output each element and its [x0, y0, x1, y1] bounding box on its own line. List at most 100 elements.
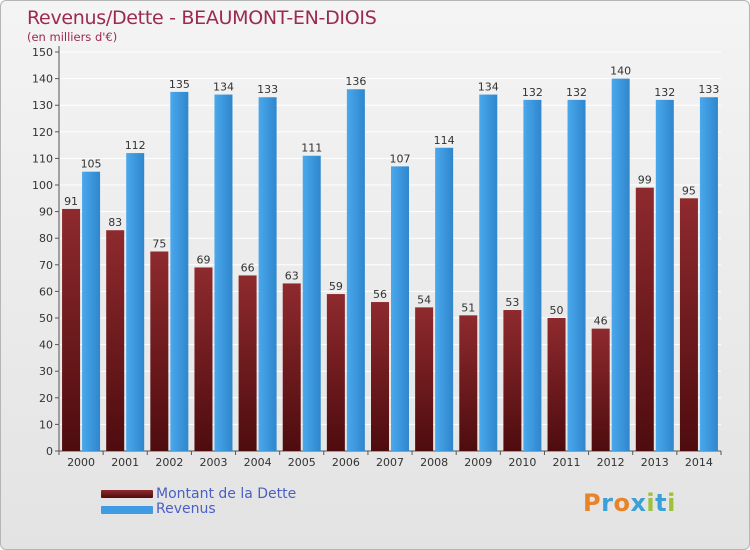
bar-revenus	[479, 94, 498, 451]
y-tick-label: 110	[32, 152, 53, 165]
x-tick-label: 2007	[376, 456, 404, 469]
bar-dette	[635, 187, 654, 451]
data-label: 56	[373, 288, 387, 301]
data-label: 46	[594, 315, 608, 328]
x-tick-label: 2003	[199, 456, 227, 469]
y-tick-label: 130	[32, 99, 53, 112]
bar-revenus	[126, 153, 145, 451]
bar-dette	[282, 283, 301, 451]
y-tick-label: 60	[39, 285, 53, 298]
data-label: 83	[108, 216, 122, 229]
bar-dette	[62, 208, 81, 451]
data-label: 133	[257, 83, 278, 96]
gridlines	[59, 51, 721, 452]
bar-dette	[679, 198, 698, 451]
data-label: 140	[610, 65, 631, 78]
data-label: 112	[125, 139, 146, 152]
legend-swatch-debt	[101, 490, 153, 498]
x-tick-label: 2013	[641, 456, 669, 469]
bar-dette	[415, 307, 434, 451]
data-label: 59	[329, 280, 343, 293]
bar-revenus	[699, 97, 718, 451]
proxiti-logo: Proxiti	[583, 489, 676, 517]
data-label: 133	[698, 83, 719, 96]
data-label: 91	[64, 195, 78, 208]
y-tick-label: 30	[39, 365, 53, 378]
y-tick-label: 150	[32, 46, 53, 59]
x-tick-label: 2006	[332, 456, 360, 469]
bar-dette	[459, 315, 478, 451]
bars	[62, 78, 718, 452]
x-tick-label: 2011	[553, 456, 581, 469]
bar-revenus	[302, 155, 321, 452]
data-label: 107	[390, 152, 411, 165]
y-tick-label: 100	[32, 179, 53, 192]
bar-revenus	[435, 147, 454, 451]
x-tick-label: 2001	[111, 456, 139, 469]
logo-letter: r	[601, 489, 614, 517]
y-tick-label: 140	[32, 73, 53, 86]
bar-revenus	[655, 99, 674, 451]
bar-revenus	[567, 99, 586, 451]
bar-dette	[194, 267, 213, 451]
legend-label-revenus: Revenus	[156, 501, 216, 517]
data-label: 111	[301, 142, 322, 155]
bar-dette	[326, 294, 345, 451]
x-tick-label: 2012	[597, 456, 625, 469]
data-label: 105	[81, 158, 102, 171]
x-tick-label: 2000	[67, 456, 95, 469]
data-label: 99	[638, 174, 652, 187]
x-tick-label: 2008	[420, 456, 448, 469]
legend-label-debt: Montant de la Dette	[156, 486, 297, 502]
data-label: 135	[169, 78, 190, 91]
y-tick-label: 50	[39, 312, 53, 325]
logo-letter: P	[583, 489, 602, 517]
x-tick-label: 2009	[464, 456, 492, 469]
data-label: 95	[682, 184, 696, 197]
x-tick-label: 2014	[685, 456, 713, 469]
data-label: 66	[241, 261, 255, 274]
y-tick-label: 0	[46, 445, 53, 458]
data-label: 50	[550, 304, 564, 317]
bar-revenus	[523, 99, 542, 451]
bar-dette	[238, 275, 257, 451]
logo-letter: o	[613, 489, 631, 517]
data-label: 134	[478, 81, 499, 94]
bar-revenus	[82, 171, 101, 451]
y-tick-label: 90	[39, 206, 53, 219]
data-label: 54	[417, 293, 431, 306]
bar-dette	[503, 310, 522, 451]
axes	[55, 46, 722, 455]
x-tick-label: 2004	[244, 456, 272, 469]
logo-letter: t	[655, 489, 668, 517]
data-label: 69	[196, 253, 210, 266]
bar-revenus	[170, 91, 189, 452]
bar-revenus	[346, 89, 365, 452]
data-label: 75	[152, 238, 166, 251]
logo-letter: x	[630, 489, 647, 517]
x-tick-label: 2005	[288, 456, 316, 469]
legend-swatch-revenus	[101, 506, 153, 514]
bar-dette	[591, 328, 610, 451]
data-label: 132	[522, 86, 543, 99]
logo-letter: i	[667, 489, 676, 517]
data-label: 53	[505, 296, 519, 309]
y-tick-label: 40	[39, 339, 53, 352]
chart-subtitle: (en milliers d'€)	[27, 30, 118, 44]
bar-revenus	[391, 166, 409, 451]
x-tick-label: 2002	[155, 456, 183, 469]
data-label: 134	[213, 81, 234, 94]
bar-dette	[371, 302, 389, 451]
bar-dette	[106, 230, 125, 451]
data-label: 51	[461, 301, 475, 314]
bar-revenus	[611, 78, 630, 451]
data-label: 63	[285, 269, 299, 282]
bar-revenus	[214, 94, 233, 451]
labels: 0 10 20 30 40 50 60 70 80 90 100 110 120 130 140 150 200…	[32, 46, 719, 469]
data-label: 136	[345, 75, 366, 88]
bar-dette	[547, 318, 566, 451]
chart-title: Revenus/Dette - BEAUMONT-EN-DIOIS	[27, 7, 377, 29]
data-label: 132	[566, 86, 587, 99]
